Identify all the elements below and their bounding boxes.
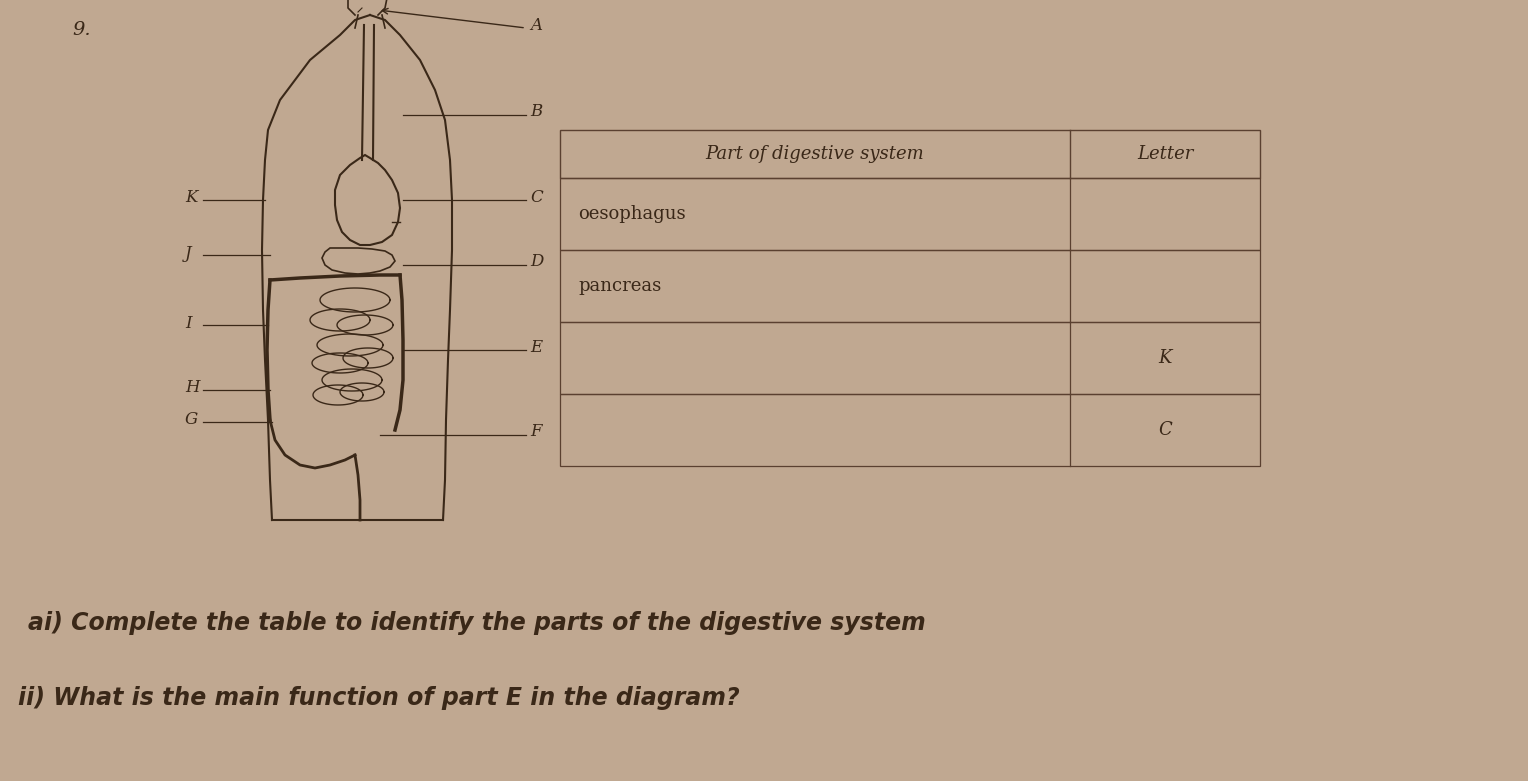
- Bar: [559, 178, 1261, 250]
- Text: A: A: [530, 16, 542, 34]
- Text: G: G: [185, 412, 199, 429]
- Text: ii) What is the main function of part E in the diagram?: ii) What is the main function of part E …: [18, 686, 740, 710]
- Text: C: C: [1158, 421, 1172, 439]
- Text: Part of digestive system: Part of digestive system: [706, 145, 924, 163]
- Text: D: D: [530, 254, 544, 270]
- Text: ai) Complete the table to identify the parts of the digestive system: ai) Complete the table to identify the p…: [28, 611, 926, 635]
- Text: oesophagus: oesophagus: [578, 205, 686, 223]
- Text: F: F: [530, 423, 541, 440]
- Bar: [559, 130, 1261, 178]
- Bar: [559, 250, 1261, 322]
- Text: K: K: [185, 190, 197, 206]
- Text: J: J: [185, 244, 191, 262]
- Text: B: B: [530, 104, 542, 120]
- Text: E: E: [530, 338, 542, 355]
- Text: pancreas: pancreas: [578, 277, 662, 295]
- Text: 9.: 9.: [72, 21, 90, 39]
- Text: K: K: [1158, 349, 1172, 367]
- Text: H: H: [185, 380, 200, 397]
- Text: C: C: [530, 188, 542, 205]
- Bar: [559, 394, 1261, 466]
- Bar: [559, 322, 1261, 394]
- Text: I: I: [185, 315, 191, 331]
- Text: Letter: Letter: [1137, 145, 1193, 163]
